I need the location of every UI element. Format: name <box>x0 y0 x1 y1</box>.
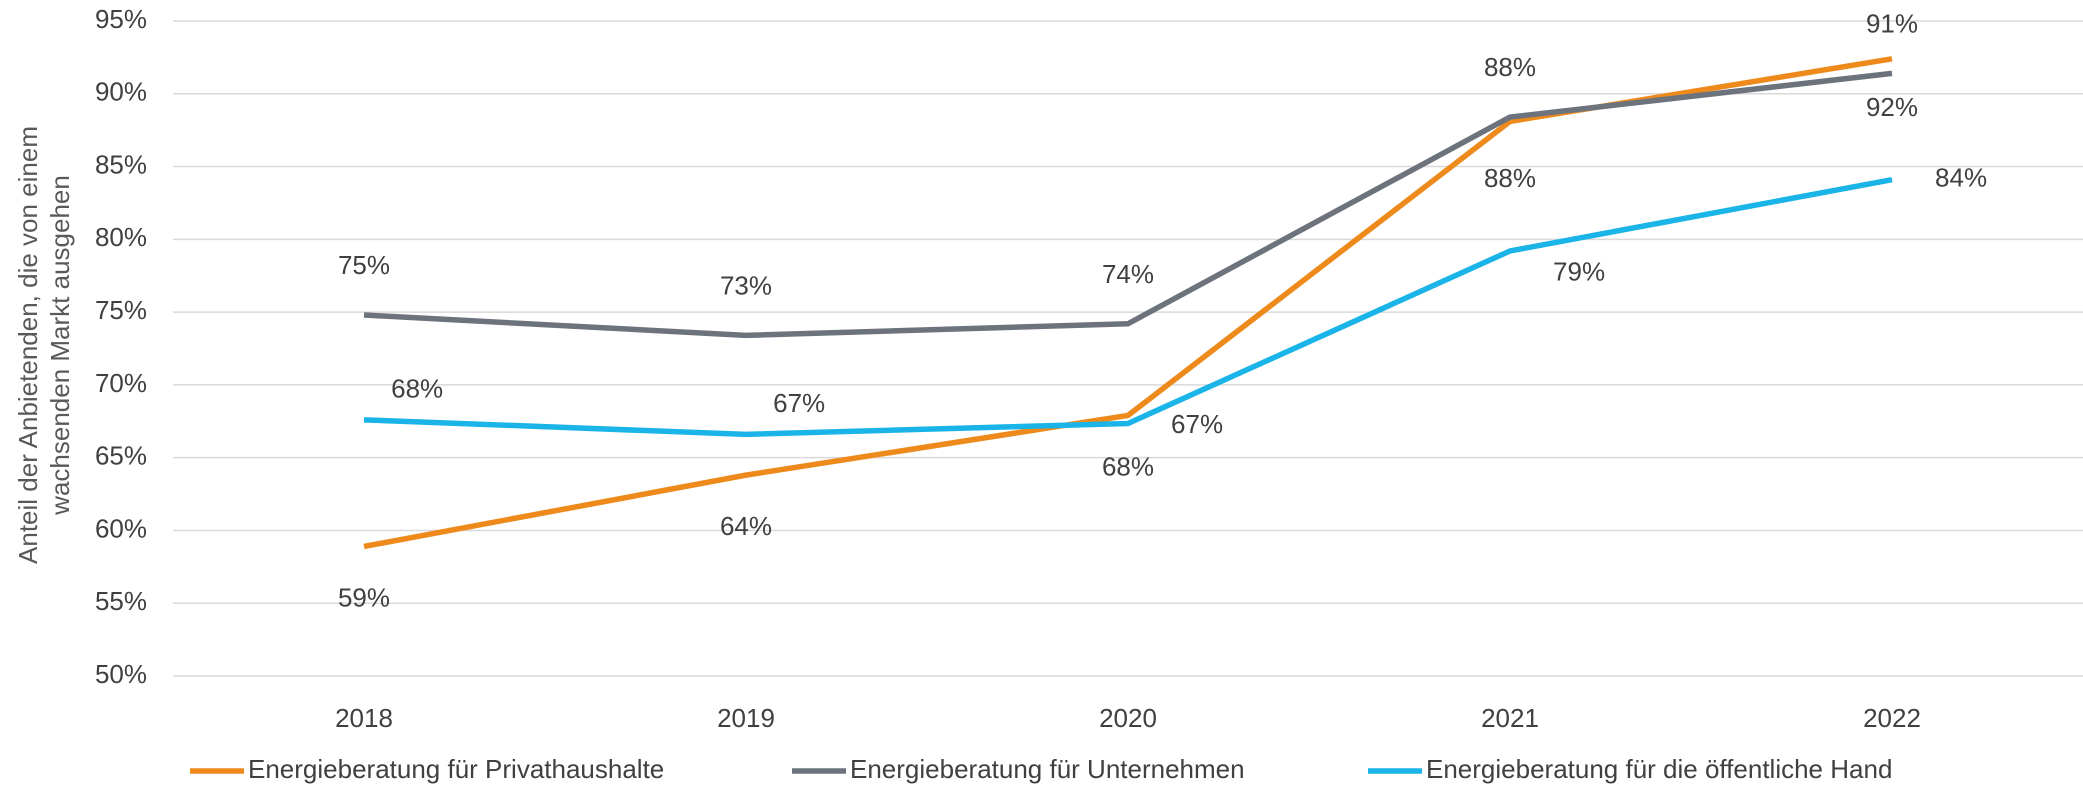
y-tick-label: 85% <box>95 149 147 179</box>
y-tick-label: 80% <box>95 222 147 252</box>
y-axis-title: Anteil der Anbietenden, die von einem wa… <box>13 126 75 564</box>
x-tick-label: 2022 <box>1863 703 1921 733</box>
data-label: 92% <box>1866 92 1918 122</box>
series-line <box>363 70 1893 339</box>
x-tick-label: 2019 <box>717 703 775 733</box>
data-label: 67% <box>773 388 825 418</box>
x-tick-label: 2020 <box>1099 703 1157 733</box>
legend-label: Energieberatung für Privathaushalte <box>248 754 664 784</box>
x-tick-label: 2021 <box>1481 703 1539 733</box>
legend-label: Energieberatung für die öffentliche Hand <box>1426 754 1892 784</box>
y-tick-label: 65% <box>95 441 147 471</box>
y-tick-label: 95% <box>95 4 147 34</box>
y-axis-title-line: Anteil der Anbietenden, die von einem <box>13 126 43 564</box>
data-label: 73% <box>720 270 772 300</box>
y-tick-label: 60% <box>95 513 147 543</box>
data-label: 68% <box>1102 451 1154 481</box>
data-label: 68% <box>391 373 443 403</box>
y-tick-label: 75% <box>95 295 147 325</box>
data-label: 79% <box>1553 256 1605 286</box>
legend-label: Energieberatung für Unternehmen <box>850 754 1245 784</box>
data-label: 67% <box>1171 409 1223 439</box>
data-label: 64% <box>720 511 772 541</box>
data-label: 74% <box>1102 259 1154 289</box>
data-label: 88% <box>1484 163 1536 193</box>
y-axis-title-line: wachsenden Markt ausgehen <box>45 175 75 516</box>
data-label: 91% <box>1866 8 1918 38</box>
y-tick-label: 70% <box>95 368 147 398</box>
x-tick-label: 2018 <box>335 703 393 733</box>
y-tick-label: 50% <box>95 659 147 689</box>
data-label: 75% <box>338 250 390 280</box>
data-label: 88% <box>1484 52 1536 82</box>
y-tick-label: 55% <box>95 586 147 616</box>
data-label: 59% <box>338 582 390 612</box>
series-line <box>363 176 1893 438</box>
data-label: 84% <box>1935 163 1987 193</box>
y-tick-label: 90% <box>95 77 147 107</box>
